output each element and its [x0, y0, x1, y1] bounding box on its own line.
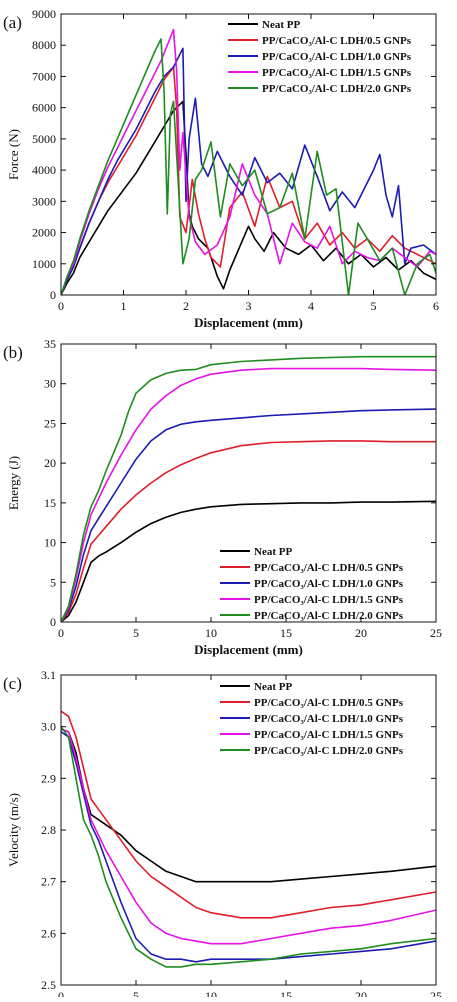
legend-label-5: PP/CaCO₃/Al-C LDH/2.0 GNPs	[262, 83, 412, 95]
series-line-2	[61, 66, 436, 295]
series-line-3	[61, 47, 436, 295]
chart-panel-2: 0 5 10 15 20 25 0 5 10 15 20 25 30 35 Displacement (mm…	[3, 337, 442, 657]
x-tick-label: 3	[246, 299, 252, 313]
legend-label-4: PP/CaCO₃/Al-C LDH/1.5 GNPs	[254, 729, 404, 741]
x-tick-label: 10	[205, 989, 217, 997]
y-tick-label: 9000	[32, 7, 56, 21]
legend-label-1: Neat PP	[254, 546, 292, 558]
series-group	[61, 710, 436, 968]
y-axis-title: Energy (J)	[6, 456, 21, 510]
series-line-4	[61, 728, 436, 945]
y-axis-title: Velocity (m/s)	[6, 793, 21, 867]
legend-label-1: Neat PP	[262, 19, 300, 31]
y-tick-label: 5	[50, 575, 56, 589]
series-line-5	[61, 725, 436, 968]
x-tick-label: 1	[121, 299, 127, 313]
x-tick-label: 0	[58, 626, 64, 640]
x-tick-label: 25	[430, 989, 442, 997]
y-tick-label: 7000	[32, 69, 56, 83]
legend-label-1: Neat PP	[254, 681, 292, 693]
y-tick-label: 2000	[32, 226, 56, 240]
series-line-3	[61, 730, 436, 963]
x-tick-label: 25	[430, 626, 442, 640]
y-tick-label: 8000	[32, 38, 56, 52]
series-line-5	[61, 38, 436, 295]
y-tick-label: 2.7	[41, 875, 56, 889]
legend-label-2: PP/CaCO₃/Al-C LDH/0.5 GNPs	[262, 35, 412, 47]
x-tick-label: 6	[433, 299, 439, 313]
series-line-1	[61, 100, 436, 295]
legend-label-3: PP/CaCO₃/Al-C LDH/1.0 GNPs	[254, 578, 404, 590]
series-group	[61, 355, 436, 622]
y-axis-title: Force (N)	[6, 129, 21, 180]
y-tick-label: 20	[44, 456, 56, 470]
y-tick-label: 3.1	[41, 668, 56, 682]
y-tick-label: 1000	[32, 257, 56, 271]
x-axis-title: Displacement (mm)	[194, 642, 303, 657]
series-line-4	[61, 28, 436, 295]
x-tick-label: 10	[205, 626, 217, 640]
y-tick-label: 30	[44, 377, 56, 391]
chart-panel-1: 0 1 2 3 4 5 6 0 1000 2000 3000 4000 5000 6000 7000 8000…	[3, 7, 439, 330]
legend: Neat PP PP/CaCO₃/Al-C LDH/0.5 GNPs PP/CaCO…	[220, 546, 404, 622]
x-axis-title: Displacement (mm)	[194, 315, 303, 330]
y-tick-label: 3.0	[41, 720, 56, 734]
series-line-4	[61, 367, 436, 622]
series-line-2	[61, 710, 436, 919]
y-tick-label: 0	[50, 288, 56, 302]
y-tick-label: 2.8	[41, 823, 56, 837]
y-tick-label: 4000	[32, 163, 56, 177]
x-tick-label: 0	[58, 299, 64, 313]
series-line-3	[61, 408, 436, 622]
y-tick-label: 2.9	[41, 771, 56, 785]
y-tick-label: 10	[44, 536, 56, 550]
x-tick-label: 2	[183, 299, 189, 313]
y-tick-label: 25	[44, 416, 56, 430]
y-tick-label: 35	[44, 337, 56, 351]
legend-label-5: PP/CaCO₃/Al-C LDH/2.0 GNPs	[254, 610, 404, 622]
legend-label-4: PP/CaCO₃/Al-C LDH/1.5 GNPs	[254, 594, 404, 606]
plot-frame	[60, 343, 437, 623]
legend: Neat PP PP/CaCO₃/Al-C LDH/0.5 GNPs PP/CaCO…	[220, 681, 404, 757]
x-tick-label: 20	[355, 989, 367, 997]
legend-label-3: PP/CaCO₃/Al-C LDH/1.0 GNPs	[262, 51, 412, 63]
x-tick-label: 4	[308, 299, 314, 313]
legend-label-2: PP/CaCO₃/Al-C LDH/0.5 GNPs	[254, 562, 404, 574]
panel-label: (c)	[3, 674, 22, 693]
x-tick-label: 5	[133, 989, 139, 997]
y-tick-label: 2.6	[41, 926, 56, 940]
legend-label-5: PP/CaCO₃/Al-C LDH/2.0 GNPs	[254, 745, 404, 757]
legend: Neat PP PP/CaCO₃/Al-C LDH/0.5 GNPs PP/CaCO…	[228, 19, 412, 95]
series-group	[61, 28, 436, 295]
series-line-1	[61, 500, 436, 622]
y-tick-label: 0	[50, 615, 56, 629]
x-tick-label: 20	[355, 626, 367, 640]
y-tick-label: 3000	[32, 194, 56, 208]
legend-label-3: PP/CaCO₃/Al-C LDH/1.0 GNPs	[254, 713, 404, 725]
panel-label: (b)	[3, 343, 23, 362]
x-tick-label: 5	[133, 626, 139, 640]
y-tick-label: 5000	[32, 132, 56, 146]
legend-label-4: PP/CaCO₃/Al-C LDH/1.5 GNPs	[262, 67, 412, 79]
panel-label: (a)	[3, 13, 22, 32]
x-tick-label: 15	[280, 626, 292, 640]
series-line-5	[61, 355, 436, 622]
y-tick-label: 2.5	[41, 978, 56, 992]
x-tick-label: 0	[58, 989, 64, 997]
y-tick-label: 15	[44, 496, 56, 510]
y-tick-label: 6000	[32, 101, 56, 115]
chart-panel-3: 05101520252.52.62.72.82.93.03.1Displacem…	[3, 668, 442, 1002]
x-tick-label: 15	[280, 989, 292, 997]
series-line-2	[61, 440, 436, 622]
legend-label-2: PP/CaCO₃/Al-C LDH/0.5 GNPs	[254, 697, 404, 709]
x-tick-label: 5	[371, 299, 377, 313]
